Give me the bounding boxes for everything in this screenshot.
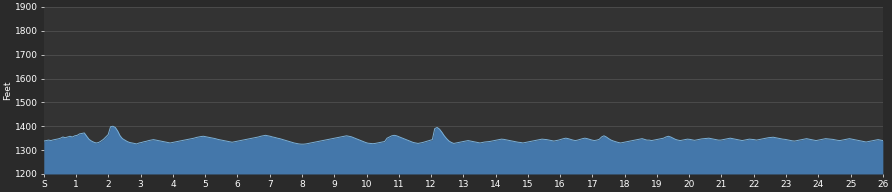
Y-axis label: Feet: Feet xyxy=(4,81,12,100)
